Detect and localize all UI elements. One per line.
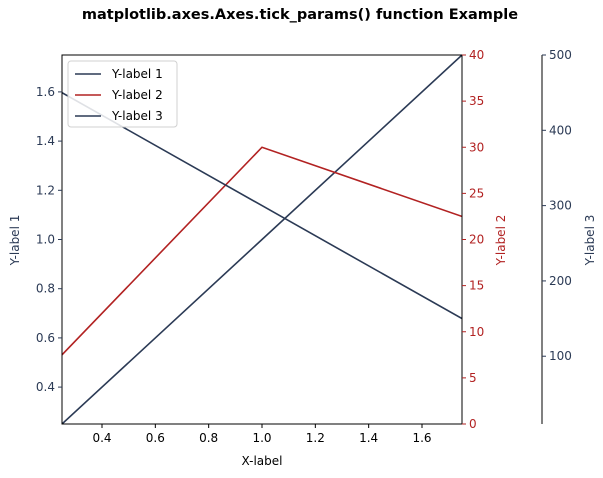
y-axis-1-label: Y-label 1 [8, 215, 22, 267]
y2-tick-label: 35 [469, 94, 484, 108]
y3-tick-label: 300 [549, 199, 572, 213]
x-tick-label: 1.6 [412, 431, 431, 445]
legend-entry: Y-label 1 [111, 67, 163, 81]
y-axis-1: 0.4 0.6 0.8 1.0 1.2 1.4 1.6 [36, 85, 62, 394]
y2-tick-label: 30 [469, 140, 484, 154]
y3-tick-label: 100 [549, 349, 572, 363]
x-tick-label: 0.6 [146, 431, 165, 445]
y3-tick-label: 200 [549, 274, 572, 288]
y1-tick-label: 1.0 [36, 233, 55, 247]
legend-box [67, 60, 178, 128]
x-tick-label: 1.0 [252, 431, 271, 445]
chart-title: matplotlib.axes.Axes.tick_params() funct… [82, 7, 518, 23]
y2-tick-label: 20 [469, 233, 484, 247]
series-line-1 [62, 55, 462, 424]
legend-entry: Y-label 2 [111, 88, 163, 102]
x-axis: 0.4 0.6 0.8 1.0 1.2 1.4 1.6 [92, 424, 432, 445]
y1-tick-label: 0.8 [36, 282, 55, 296]
y1-tick-label: 1.4 [36, 134, 55, 148]
legend-entry: Y-label 3 [111, 109, 163, 123]
y1-tick-label: 1.6 [36, 85, 55, 99]
series-line-2 [62, 146, 462, 356]
y-axis-3: 100 200 300 400 500 [541, 48, 572, 424]
x-tick-label: 1.4 [359, 431, 378, 445]
y2-tick-label: 25 [469, 186, 484, 200]
y-axis-3-label: Y-label 3 [583, 215, 597, 267]
y3-tick-label: 400 [549, 123, 572, 137]
x-tick-label: 0.4 [92, 431, 111, 445]
y1-tick-label: 1.2 [36, 183, 55, 197]
y2-tick-label: 10 [469, 325, 484, 339]
y2-tick-label: 15 [469, 279, 484, 293]
y2-tick-label: 5 [469, 371, 477, 385]
legend: Y-label 1 Y-label 2 Y-label 3 [67, 60, 178, 128]
y-axis-2: 0 5 10 15 20 25 30 35 40 [462, 48, 484, 431]
y-axis-2-label: Y-label 2 [494, 215, 508, 267]
y1-tick-label: 0.4 [36, 380, 55, 394]
x-tick-label: 1.2 [306, 431, 325, 445]
y1-tick-label: 0.6 [36, 331, 55, 345]
x-tick-label: 0.8 [199, 431, 218, 445]
y2-tick-label: 0 [469, 417, 477, 431]
y2-tick-label: 40 [469, 48, 484, 62]
x-axis-label: X-label [242, 454, 283, 468]
y3-tick-label: 500 [549, 48, 572, 62]
